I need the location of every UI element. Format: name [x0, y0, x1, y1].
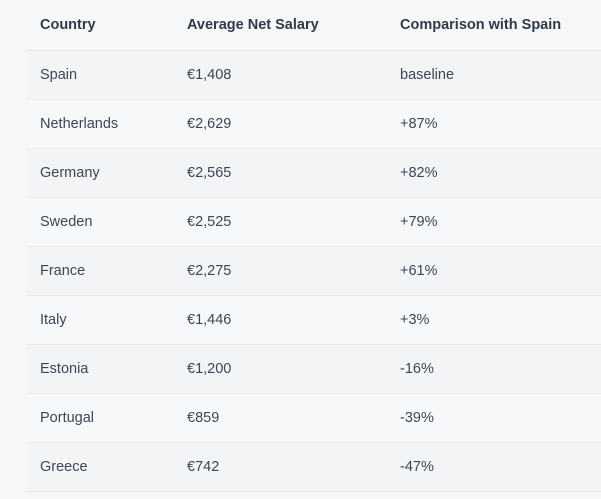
- cell-salary: €2,565: [174, 148, 387, 198]
- cell-salary: €1,408: [174, 50, 387, 100]
- table-row: Germany €2,565 +82%: [27, 148, 601, 198]
- cell-salary: €2,525: [174, 197, 387, 247]
- table-row: Italy €1,446 +3%: [27, 295, 601, 345]
- cell-salary: €1,200: [174, 344, 387, 394]
- cell-salary: €859: [174, 393, 387, 443]
- cell-country: Germany: [27, 148, 174, 198]
- table-row: Sweden €2,525 +79%: [27, 197, 601, 247]
- cell-salary: €1,446: [174, 295, 387, 345]
- cell-salary: €742: [174, 442, 387, 492]
- table-row: France €2,275 +61%: [27, 246, 601, 296]
- table-row: Greece €742 -47%: [27, 442, 601, 492]
- table-row: Estonia €1,200 -16%: [27, 344, 601, 394]
- cell-country: Netherlands: [27, 99, 174, 149]
- cell-salary: €2,629: [174, 99, 387, 149]
- cell-country: Portugal: [27, 393, 174, 443]
- header-comparison-with-spain: Comparison with Spain: [387, 0, 601, 51]
- cell-comparison: +3%: [387, 295, 601, 345]
- salary-table: Country Average Net Salary Comparison wi…: [27, 0, 601, 492]
- cell-country: Spain: [27, 50, 174, 100]
- cell-comparison: -16%: [387, 344, 601, 394]
- cell-country: France: [27, 246, 174, 296]
- cell-salary: €2,275: [174, 246, 387, 296]
- cell-comparison: +82%: [387, 148, 601, 198]
- table-row: Netherlands €2,629 +87%: [27, 99, 601, 149]
- cell-comparison: -39%: [387, 393, 601, 443]
- header-average-net-salary: Average Net Salary: [174, 0, 387, 51]
- cell-comparison: +87%: [387, 99, 601, 149]
- table-row: Portugal €859 -39%: [27, 393, 601, 443]
- cell-comparison: +79%: [387, 197, 601, 247]
- table-body: Spain €1,408 baseline Netherlands €2,629…: [27, 50, 601, 492]
- cell-country: Italy: [27, 295, 174, 345]
- cell-country: Greece: [27, 442, 174, 492]
- cell-country: Estonia: [27, 344, 174, 394]
- cell-comparison: -47%: [387, 442, 601, 492]
- table-header: Country Average Net Salary Comparison wi…: [27, 0, 601, 51]
- table-row: Spain €1,408 baseline: [27, 50, 601, 100]
- header-row: Country Average Net Salary Comparison wi…: [27, 0, 601, 51]
- salary-comparison-table: Country Average Net Salary Comparison wi…: [27, 0, 601, 499]
- cell-comparison: baseline: [387, 50, 601, 100]
- cell-country: Sweden: [27, 197, 174, 247]
- cell-comparison: +61%: [387, 246, 601, 296]
- header-country: Country: [27, 0, 174, 51]
